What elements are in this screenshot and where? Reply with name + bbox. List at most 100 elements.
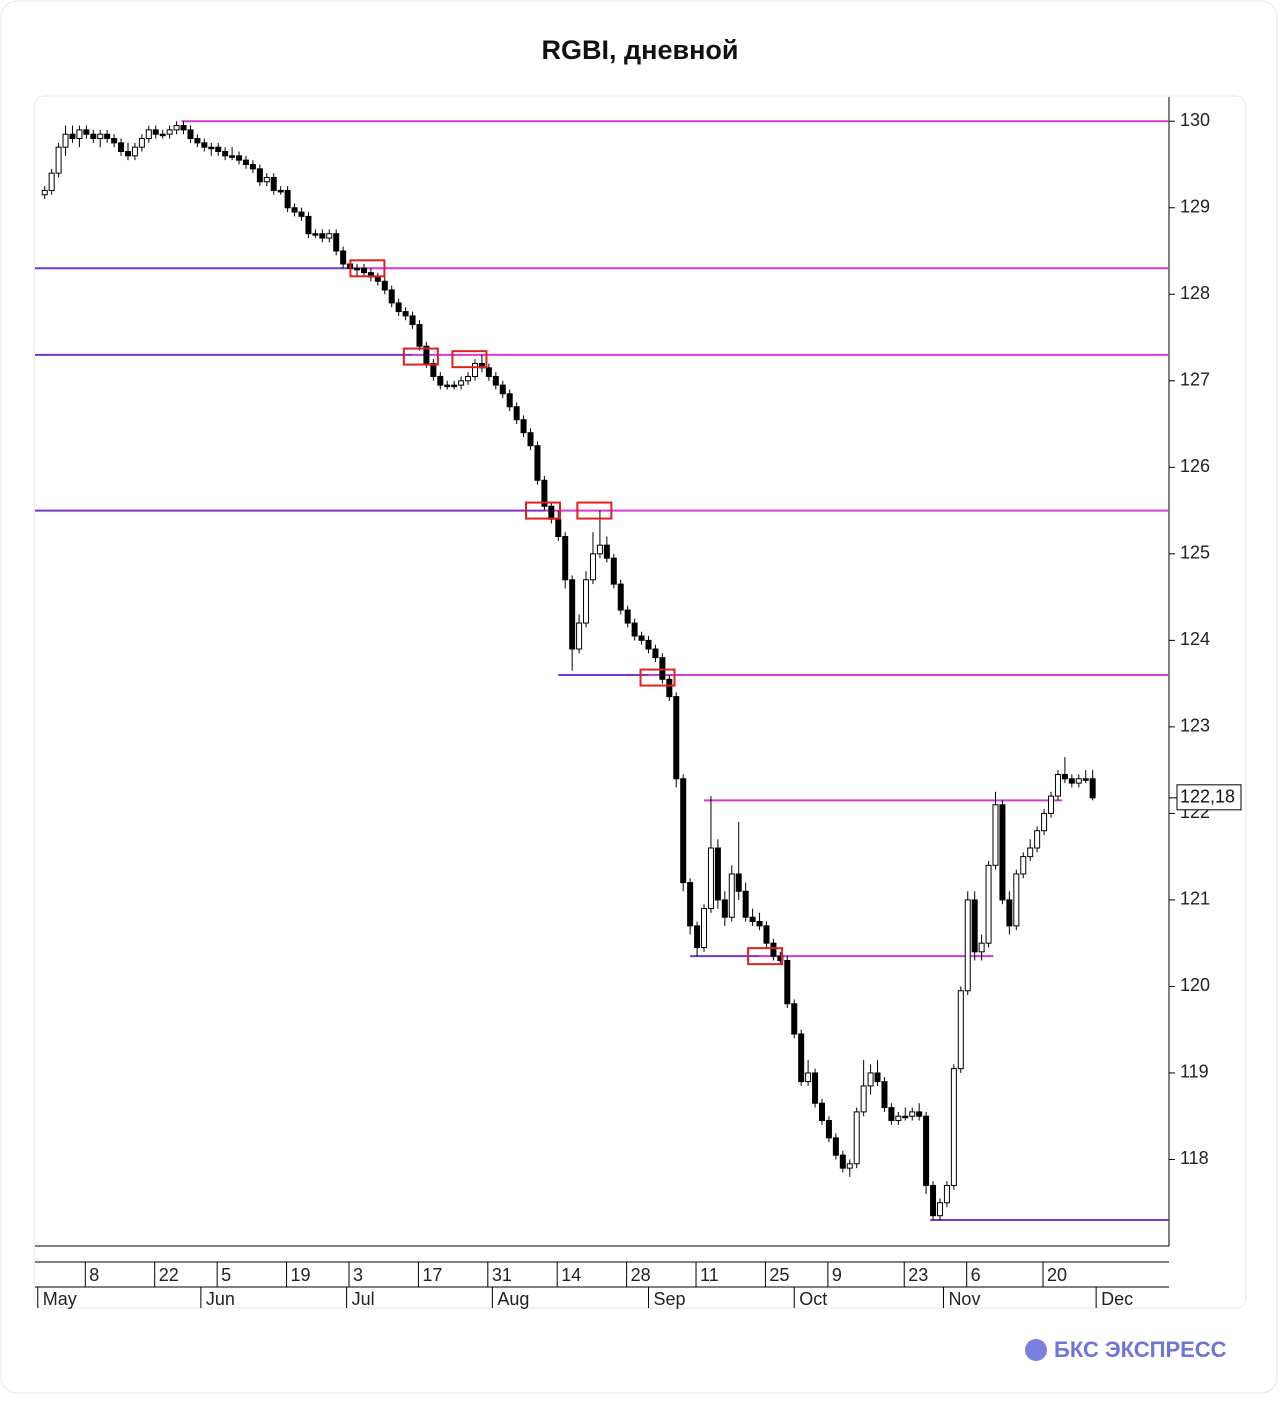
candle-body [131,146,138,157]
candle-body [381,280,388,291]
candle-body [916,1111,923,1117]
y-tick-label: 120 [1180,975,1210,995]
candle-body [1054,773,1061,797]
candle-body [354,267,361,271]
highlight-box [349,259,386,278]
candle-body [888,1107,895,1122]
candle-body [805,1072,812,1083]
candle-body [298,211,305,217]
month-label: Aug [497,1289,529,1309]
candle-body [451,384,458,388]
candle-body [624,609,631,624]
candle-body [659,657,666,680]
candle-body [249,163,256,170]
candle-body [1013,873,1020,927]
panel [33,95,1247,1309]
candle-body [707,847,714,910]
candle-body [978,942,985,953]
candle-body [895,1115,902,1122]
x-tick-label: 14 [561,1265,581,1285]
candle-body [83,129,90,135]
candle-body [340,250,347,265]
candle-body [610,557,617,585]
candle-body [687,882,694,927]
candle-body [645,639,652,650]
candle-body [950,1068,957,1186]
y-tick-label: 118 [1180,1148,1209,1168]
candle-body [152,129,159,135]
last-price-label: 122,18 [1180,787,1235,807]
x-tick-label: 9 [832,1265,842,1285]
x-tick-label: 28 [631,1265,651,1285]
candle-body [902,1115,909,1119]
highlight-box [639,668,676,687]
candle-body [374,276,381,282]
candle-body [62,133,69,148]
candle-body [1048,795,1055,814]
candle-body [721,899,728,918]
candle-body [1089,778,1096,799]
candle-body [825,1120,832,1139]
candle-body [784,959,791,1005]
x-tick-label: 19 [291,1265,311,1285]
candle-body [90,133,97,140]
candle-body [388,289,395,304]
candle-body [881,1081,888,1109]
candle-body [180,125,187,131]
candle-body [360,267,367,274]
candle-body [638,635,645,641]
candle-body [1006,899,1013,927]
month-label: May [43,1289,77,1309]
candle-body [41,189,48,196]
y-tick-label: 125 [1180,543,1210,563]
candle-body [138,138,145,148]
candle-body [1041,812,1048,832]
x-tick-label: 11 [700,1265,719,1285]
candle-body [701,908,708,949]
candle-body [236,155,243,161]
y-tick-label: 124 [1180,629,1210,649]
candle-body [242,159,249,165]
candle-body [111,138,118,144]
candle-body [305,215,312,235]
candle-body [673,696,680,780]
candle-body [1082,778,1089,781]
candle-body [76,129,83,140]
highlight-box [402,347,439,366]
candle-body [423,345,430,364]
candle-body [839,1154,846,1169]
x-tick-label: 3 [353,1265,363,1285]
candle-body [791,1003,798,1035]
last-price-box [1176,784,1242,811]
highlight-box [525,501,562,520]
y-tick-label: 121 [1180,889,1210,909]
candle-body [458,380,465,386]
candle-body [97,133,104,140]
candle-body [48,172,55,191]
candle-body [1027,847,1034,858]
x-tick-label: 8 [89,1265,99,1285]
candle-body [277,189,284,193]
candle-body [798,1033,805,1083]
x-tick-label: 6 [971,1265,981,1285]
x-tick-label: 22 [159,1265,179,1285]
candle-body [506,393,513,408]
y-tick-label: 119 [1180,1062,1209,1082]
candle-body [742,890,749,918]
candle-body [957,990,964,1070]
x-tick-label: 25 [769,1265,789,1285]
candle-body [562,536,569,581]
highlight-box [576,501,613,520]
candle-body [187,129,194,140]
candle-body [749,916,756,923]
candle-body [444,384,451,388]
candle-body [173,125,180,131]
candle-body [284,189,291,209]
candle-body [930,1184,937,1217]
candle-body [714,847,721,901]
candle-body [534,445,541,481]
candle-body [437,375,444,386]
month-label: Jul [352,1289,375,1309]
candle-body [583,579,590,624]
candle-body [69,133,76,140]
